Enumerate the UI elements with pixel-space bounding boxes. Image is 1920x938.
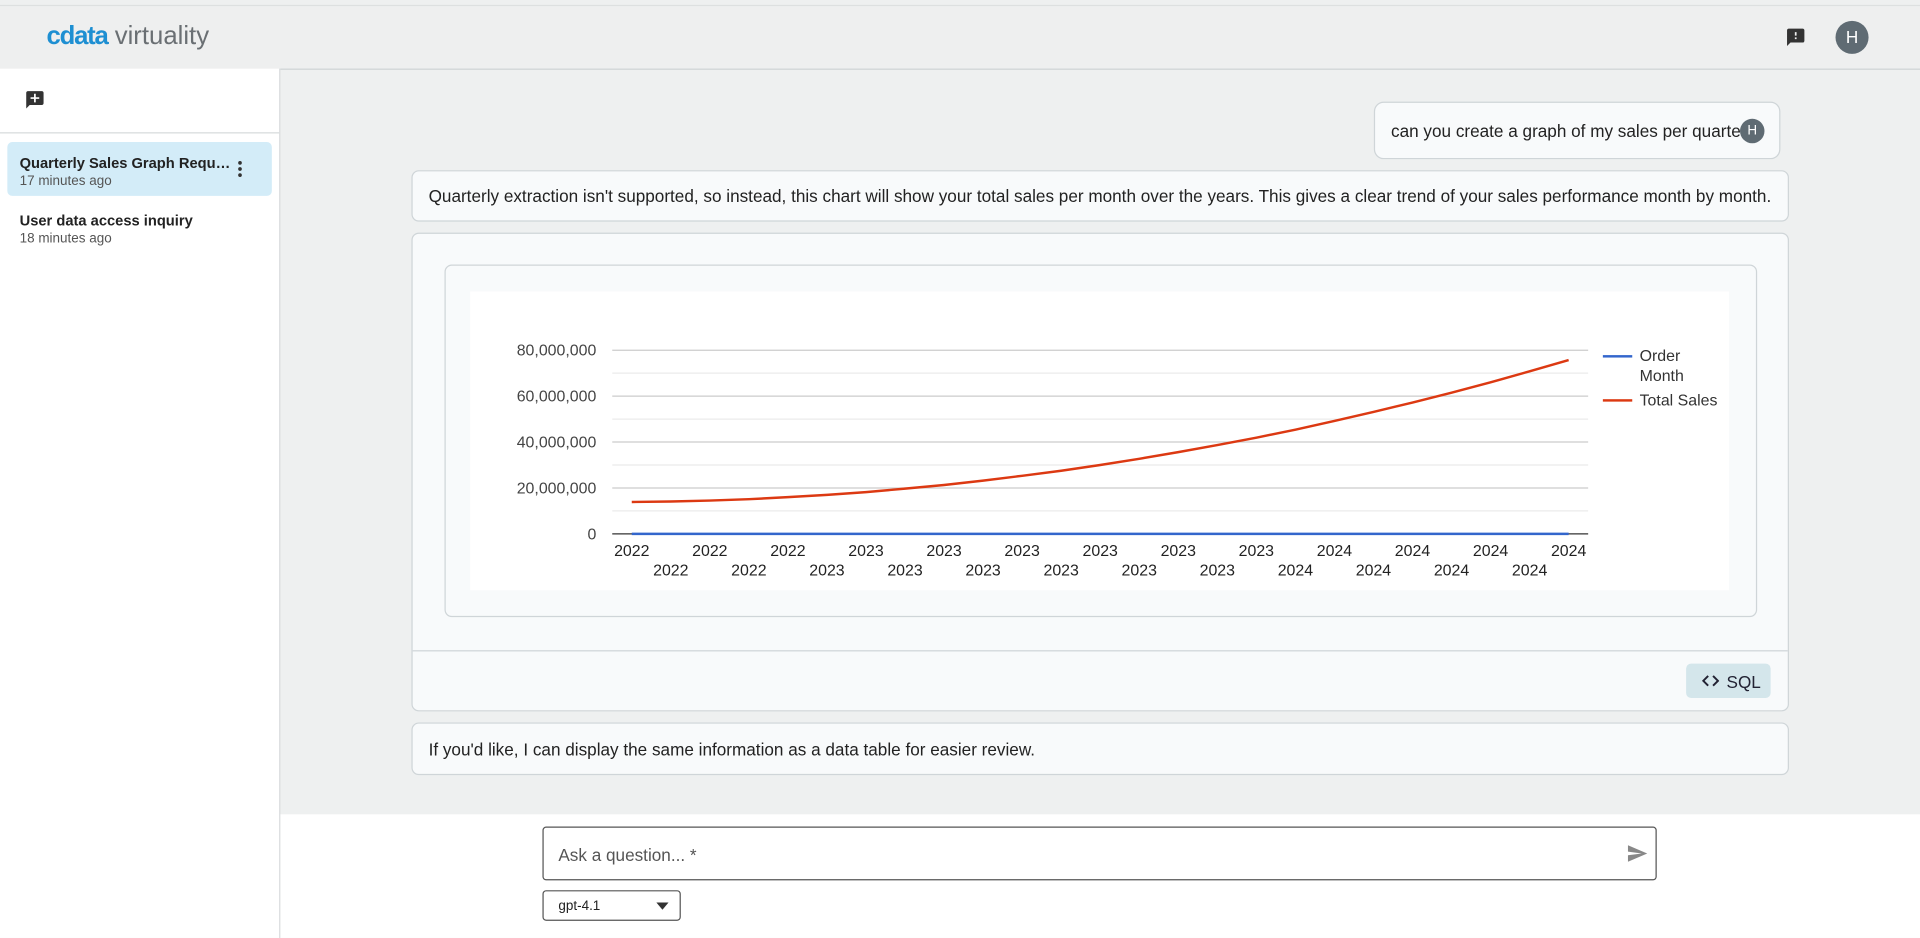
- x-tick-label: 2023: [926, 543, 962, 560]
- question-placeholder: Ask a question... *: [558, 844, 697, 865]
- x-tick-label: 2024: [1317, 543, 1353, 560]
- conversation-item[interactable]: Quarterly Sales Graph Requ… 17 minutes a…: [7, 142, 272, 196]
- x-tick-label: 2023: [1122, 563, 1158, 580]
- user-message-text: can you create a graph of my sales per q…: [1391, 121, 1756, 141]
- user-message: can you create a graph of my sales per q…: [1373, 101, 1781, 160]
- conversation-item[interactable]: User data access inquiry 18 minutes ago: [7, 201, 271, 255]
- x-tick-label: 2022: [770, 543, 806, 560]
- y-tick-label: 60,000,000: [517, 389, 597, 406]
- x-tick-label: 2023: [848, 543, 884, 560]
- legend-swatch: [1602, 399, 1633, 402]
- more-icon[interactable]: [234, 160, 246, 177]
- x-tick-label: 2024: [1512, 563, 1548, 580]
- header: [0, 4, 1920, 70]
- x-tick-label: 2024: [1551, 543, 1587, 560]
- sidebar: Quarterly Sales Graph Requ… 17 minutes a…: [0, 68, 281, 938]
- conversation-time: 17 minutes ago: [19, 173, 112, 189]
- user-message-avatar: H: [1740, 118, 1765, 144]
- y-tick-label: 20,000,000: [517, 480, 597, 497]
- x-tick-label: 2023: [965, 563, 1001, 580]
- legend-label: Order Month: [1639, 346, 1684, 385]
- send-icon[interactable]: [1625, 842, 1649, 864]
- legend-item[interactable]: Total Sales: [1602, 390, 1728, 411]
- legend-label: Total Sales: [1639, 390, 1718, 409]
- conversation-title: Quarterly Sales Graph Requ…: [19, 154, 231, 172]
- sql-button[interactable]: SQL: [1686, 663, 1771, 698]
- conversation-title: User data access inquiry: [19, 211, 193, 229]
- x-tick-label: 2023: [809, 563, 845, 580]
- sql-button-label: SQL: [1726, 672, 1761, 692]
- code-icon: [1702, 675, 1720, 687]
- divider: [0, 132, 280, 134]
- x-tick-label: 2022: [731, 563, 767, 580]
- model-select[interactable]: gpt-4.1: [542, 890, 681, 921]
- user-avatar[interactable]: H: [1835, 20, 1869, 54]
- y-tick-label: 80,000,000: [517, 343, 597, 360]
- x-tick-label: 2022: [653, 563, 689, 580]
- x-tick-label: 2023: [1004, 543, 1040, 560]
- series-line: [631, 358, 1569, 504]
- logo-product: virtuality: [114, 22, 210, 51]
- x-tick-label: 2023: [1083, 543, 1119, 560]
- x-tick-label: 2022: [692, 543, 728, 560]
- y-tick-label: 40,000,000: [517, 435, 597, 452]
- question-input[interactable]: Ask a question... *: [542, 826, 1657, 881]
- assistant-message: If you'd like, I can display the same in…: [411, 722, 1789, 776]
- x-tick-label: 2022: [614, 543, 650, 560]
- dropdown-caret: [656, 902, 669, 910]
- logo-brand: cdata: [46, 22, 109, 51]
- feedback-icon[interactable]: [1785, 27, 1806, 48]
- x-tick-label: 2024: [1395, 543, 1431, 560]
- x-tick-label: 2023: [1239, 543, 1275, 560]
- x-tick-label: 2024: [1278, 563, 1314, 580]
- assistant-message: Quarterly extraction isn't supported, so…: [411, 170, 1789, 222]
- x-tick-label: 2023: [1161, 543, 1197, 560]
- x-tick-label: 2024: [1473, 543, 1509, 560]
- legend-swatch: [1602, 355, 1633, 358]
- x-tick-label: 2023: [887, 563, 923, 580]
- assistant-message-text: If you'd like, I can display the same in…: [428, 739, 1036, 760]
- x-tick-label: 2023: [1043, 563, 1079, 580]
- conversation-time: 18 minutes ago: [19, 231, 112, 247]
- x-tick-label: 2024: [1356, 563, 1392, 580]
- chart-area: 0 20,000,000 40,000,000 60,000,000 80,000,00…: [470, 291, 1729, 591]
- y-tick-label: 0: [587, 526, 596, 543]
- legend: Order Month Total Sales: [1602, 346, 1728, 416]
- legend-item[interactable]: Order Month: [1602, 346, 1728, 386]
- assistant-message-text: Quarterly extraction isn't supported, so…: [428, 186, 1772, 206]
- model-value: gpt-4.1: [558, 898, 601, 914]
- x-tick-label: 2024: [1434, 563, 1470, 580]
- divider: [412, 650, 1788, 652]
- logo[interactable]: cdata virtuality: [47, 22, 210, 51]
- new-chat-icon[interactable]: [24, 89, 45, 110]
- x-tick-label: 2023: [1200, 563, 1236, 580]
- chart: 0 20,000,000 40,000,000 60,000,000 80,000,00…: [517, 343, 1589, 580]
